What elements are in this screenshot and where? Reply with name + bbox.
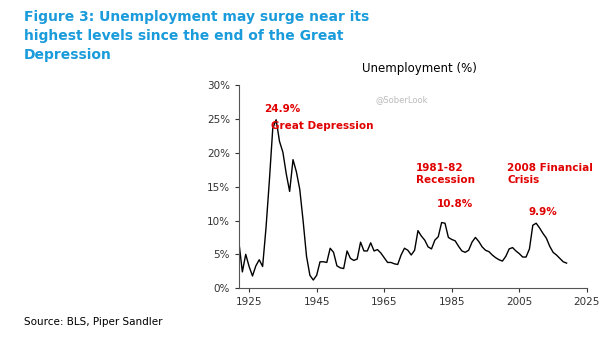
Text: Great Depression: Great Depression [271, 121, 373, 131]
Text: Unemployment (%): Unemployment (%) [362, 62, 477, 75]
Text: 2008 Financial
Crisis: 2008 Financial Crisis [508, 163, 594, 185]
Text: 24.9%: 24.9% [264, 104, 301, 114]
Text: @SoberLook: @SoberLook [375, 95, 428, 104]
Text: 9.9%: 9.9% [529, 207, 558, 217]
Text: Source: BLS, Piper Sandler: Source: BLS, Piper Sandler [24, 317, 163, 327]
Text: 1981-82
Recession: 1981-82 Recession [416, 163, 476, 185]
Text: 10.8%: 10.8% [437, 199, 473, 209]
Text: Figure 3: Unemployment may surge near its
highest levels since the end of the Gr: Figure 3: Unemployment may surge near it… [24, 10, 370, 62]
